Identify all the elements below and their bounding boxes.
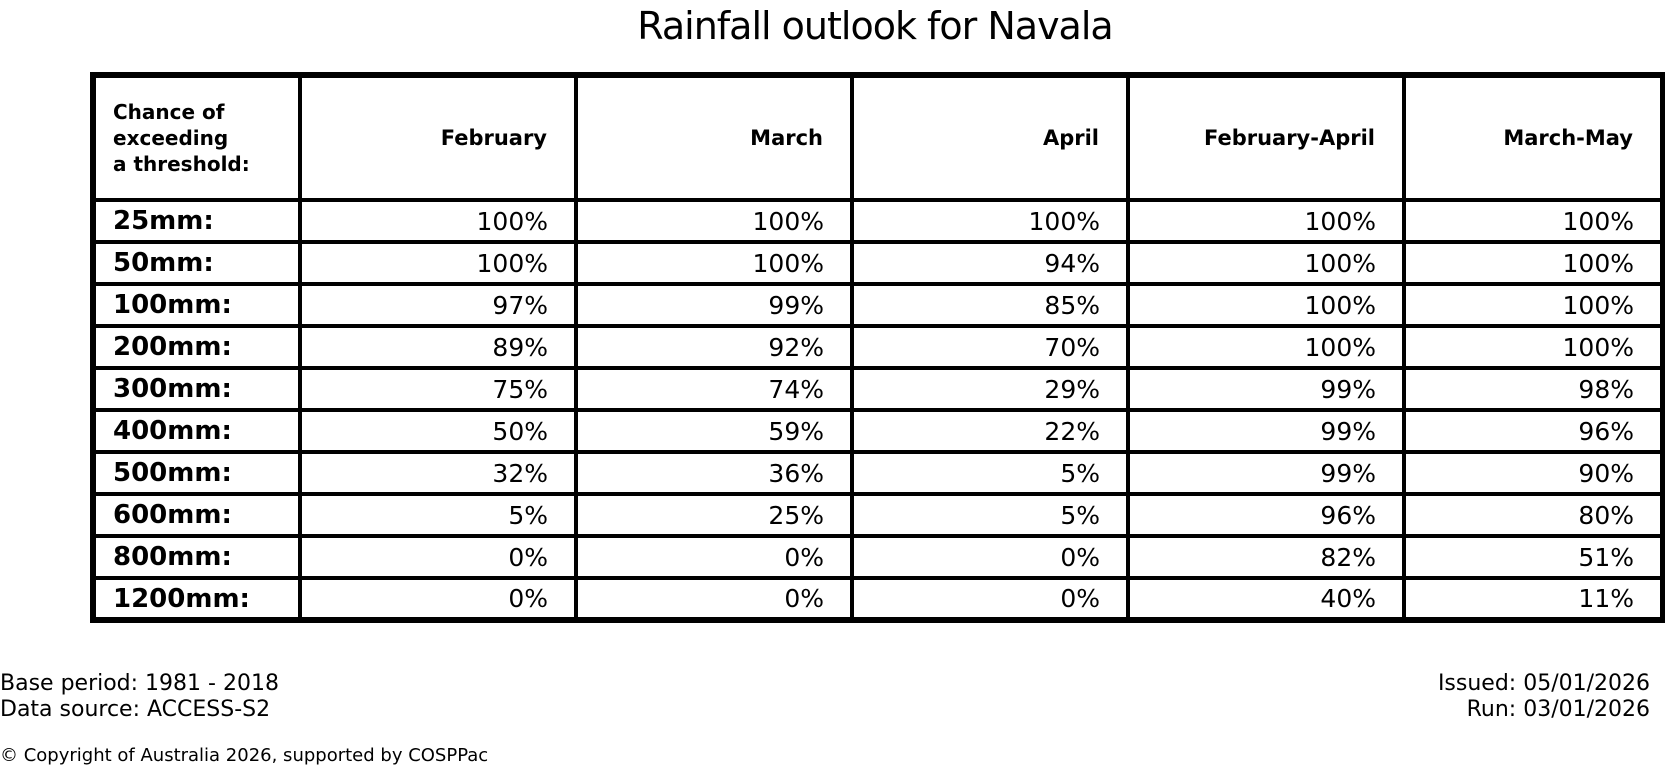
- threshold-label: 25mm:: [91, 198, 302, 244]
- threshold-label: 100mm:: [91, 282, 302, 328]
- probability-value-cell: 99%: [1126, 408, 1406, 454]
- probability-value-cell: 100%: [1402, 198, 1665, 244]
- probability-value-cell: 36%: [574, 450, 854, 496]
- probability-value-cell: 85%: [850, 282, 1130, 328]
- copyright-text: © Copyright of Australia 2026, supported…: [0, 745, 489, 766]
- probability-value-cell: 100%: [1126, 282, 1406, 328]
- column-header-april: April: [850, 73, 1130, 202]
- probability-value-cell: 100%: [850, 198, 1130, 244]
- table-row: 25mm: 100% 100% 100% 100% 100%: [91, 198, 1665, 244]
- probability-value-cell: 99%: [574, 282, 854, 328]
- column-header-march: March: [574, 73, 854, 202]
- probability-value-cell: 100%: [1402, 240, 1665, 286]
- footer-left-block: Base period: 1981 - 2018 Data source: AC…: [0, 671, 279, 723]
- table-row: 300mm: 75% 74% 29% 99% 98%: [91, 366, 1665, 412]
- probability-value-cell: 100%: [1402, 324, 1665, 370]
- table-row: 200mm: 89% 92% 70% 100% 100%: [91, 324, 1665, 370]
- rainfall-outlook-table: Chance of exceeding a threshold: Februar…: [90, 72, 1665, 623]
- page-title: Rainfall outlook for Navala: [637, 4, 1113, 48]
- probability-value-cell: 0%: [574, 534, 854, 580]
- threshold-label: 50mm:: [91, 240, 302, 286]
- threshold-label: 300mm:: [91, 366, 302, 412]
- probability-value-cell: 25%: [574, 492, 854, 538]
- run-date-text: Run: 03/01/2026: [1466, 697, 1650, 722]
- probability-value-cell: 100%: [1126, 324, 1406, 370]
- probability-value-cell: 22%: [850, 408, 1130, 454]
- issued-date-text: Issued: 05/01/2026: [1437, 671, 1650, 696]
- probability-value-cell: 40%: [1126, 576, 1406, 622]
- probability-value-cell: 59%: [574, 408, 854, 454]
- probability-value-cell: 89%: [298, 324, 578, 370]
- probability-value-cell: 51%: [1402, 534, 1665, 580]
- probability-value-cell: 96%: [1402, 408, 1665, 454]
- probability-value-cell: 100%: [1126, 240, 1406, 286]
- footer-right-block: Issued: 05/01/2026 Run: 03/01/2026: [1438, 671, 1650, 723]
- threshold-label: 1200mm:: [91, 576, 302, 622]
- column-header-february: February: [298, 73, 578, 202]
- probability-value-cell: 100%: [574, 198, 854, 244]
- probability-value-cell: 5%: [850, 492, 1130, 538]
- threshold-label: 400mm:: [91, 408, 302, 454]
- table-row: 600mm: 5% 25% 5% 96% 80%: [91, 492, 1665, 538]
- probability-value-cell: 74%: [574, 366, 854, 412]
- probability-value-cell: 100%: [1402, 282, 1665, 328]
- probability-value-cell: 80%: [1402, 492, 1665, 538]
- probability-value-cell: 0%: [574, 576, 854, 622]
- table-row: 400mm: 50% 59% 22% 99% 96%: [91, 408, 1665, 454]
- probability-value-cell: 5%: [850, 450, 1130, 496]
- table-row: 800mm: 0% 0% 0% 82% 51%: [91, 534, 1665, 580]
- probability-value-cell: 100%: [298, 240, 578, 286]
- probability-value-cell: 97%: [298, 282, 578, 328]
- column-header-february-april: February-April: [1126, 73, 1406, 202]
- probability-value-cell: 94%: [850, 240, 1130, 286]
- probability-value-cell: 100%: [1126, 198, 1406, 244]
- table-row: 1200mm: 0% 0% 0% 40% 11%: [91, 576, 1665, 622]
- table-row: 100mm: 97% 99% 85% 100% 100%: [91, 282, 1665, 328]
- probability-value-cell: 0%: [298, 576, 578, 622]
- probability-value-cell: 98%: [1402, 366, 1665, 412]
- probability-value-cell: 75%: [298, 366, 578, 412]
- probability-value-cell: 90%: [1402, 450, 1665, 496]
- probability-value-cell: 96%: [1126, 492, 1406, 538]
- table-row: 500mm: 32% 36% 5% 99% 90%: [91, 450, 1665, 496]
- threshold-label: 200mm:: [91, 324, 302, 370]
- probability-value-cell: 32%: [298, 450, 578, 496]
- probability-value-cell: 50%: [298, 408, 578, 454]
- probability-value-cell: 0%: [850, 534, 1130, 580]
- threshold-label: 600mm:: [91, 492, 302, 538]
- table-row: 50mm: 100% 100% 94% 100% 100%: [91, 240, 1665, 286]
- threshold-label: 800mm:: [91, 534, 302, 580]
- probability-value-cell: 99%: [1126, 366, 1406, 412]
- probability-value-cell: 0%: [298, 534, 578, 580]
- threshold-label: 500mm:: [91, 450, 302, 496]
- table-header-row: Chance of exceeding a threshold: Februar…: [91, 73, 1665, 202]
- data-source-text: Data source: ACCESS-S2: [0, 697, 271, 722]
- probability-value-cell: 82%: [1126, 534, 1406, 580]
- probability-value-cell: 92%: [574, 324, 854, 370]
- probability-value-cell: 5%: [298, 492, 578, 538]
- base-period-text: Base period: 1981 - 2018: [0, 671, 279, 696]
- probability-value-cell: 29%: [850, 366, 1130, 412]
- threshold-corner-header: Chance of exceeding a threshold:: [91, 73, 302, 202]
- probability-value-cell: 0%: [850, 576, 1130, 622]
- probability-value-cell: 100%: [298, 198, 578, 244]
- column-header-march-may: March-May: [1402, 73, 1665, 202]
- probability-value-cell: 100%: [574, 240, 854, 286]
- probability-value-cell: 99%: [1126, 450, 1406, 496]
- probability-value-cell: 70%: [850, 324, 1130, 370]
- probability-value-cell: 11%: [1402, 576, 1665, 622]
